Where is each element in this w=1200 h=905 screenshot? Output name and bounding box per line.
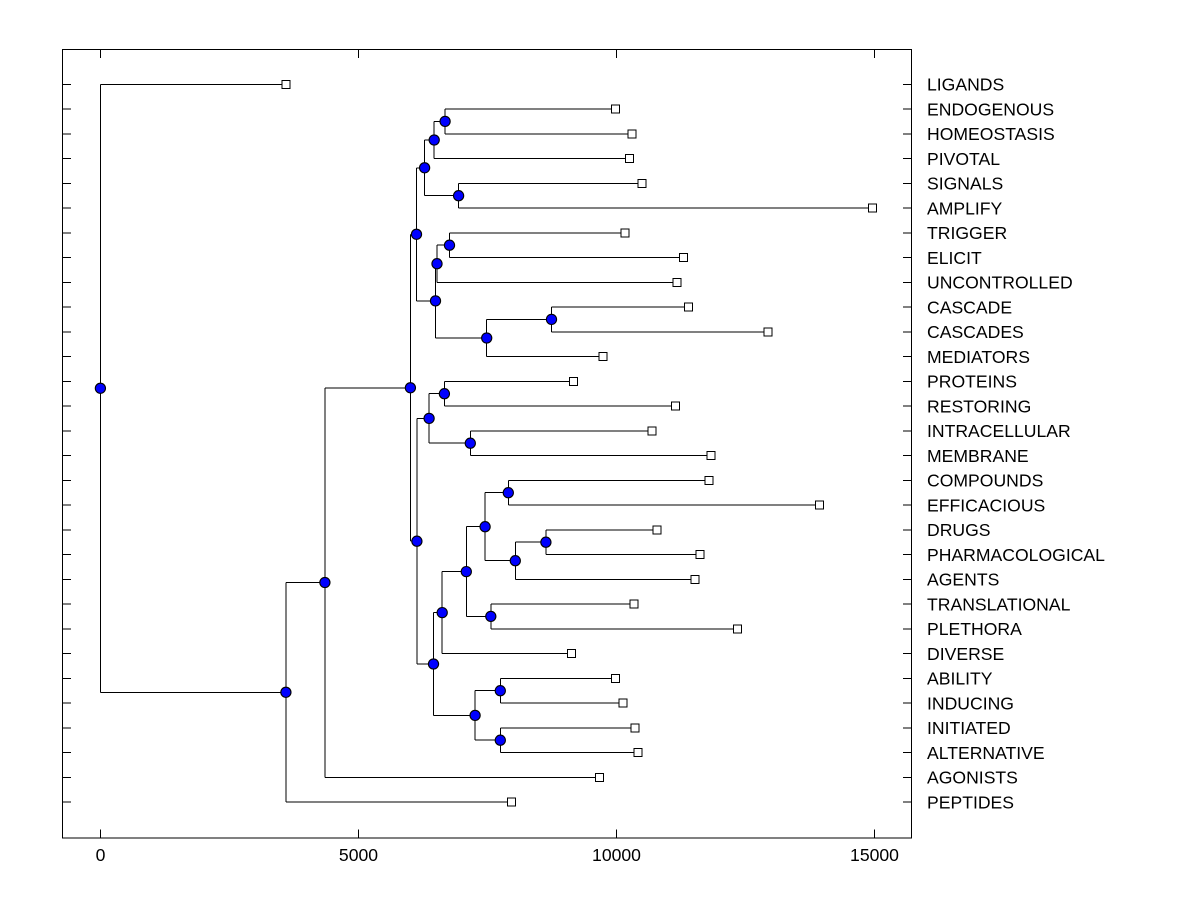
svg-text:RESTORING: RESTORING bbox=[927, 396, 1031, 416]
svg-text:DIVERSE: DIVERSE bbox=[927, 644, 1004, 664]
svg-text:ALTERNATIVE: ALTERNATIVE bbox=[927, 743, 1045, 763]
svg-text:ELICIT: ELICIT bbox=[927, 248, 982, 268]
svg-text:CASCADE: CASCADE bbox=[927, 297, 1012, 317]
svg-text:10000: 10000 bbox=[592, 845, 641, 865]
svg-text:0: 0 bbox=[96, 845, 106, 865]
svg-text:HOMEOSTASIS: HOMEOSTASIS bbox=[927, 124, 1055, 144]
svg-text:LIGANDS: LIGANDS bbox=[927, 75, 1004, 95]
svg-text:INTRACELLULAR: INTRACELLULAR bbox=[927, 421, 1071, 441]
svg-text:ENDOGENOUS: ENDOGENOUS bbox=[927, 99, 1054, 119]
svg-text:INDUCING: INDUCING bbox=[927, 693, 1014, 713]
svg-text:CASCADES: CASCADES bbox=[927, 322, 1024, 342]
svg-text:PLETHORA: PLETHORA bbox=[927, 619, 1022, 639]
svg-text:DRUGS: DRUGS bbox=[927, 520, 991, 540]
svg-text:PIVOTAL: PIVOTAL bbox=[927, 149, 1000, 169]
svg-text:INITIATED: INITIATED bbox=[927, 718, 1011, 738]
svg-text:AGENTS: AGENTS bbox=[927, 570, 999, 590]
svg-text:UNCONTROLLED: UNCONTROLLED bbox=[927, 273, 1073, 293]
svg-text:TRIGGER: TRIGGER bbox=[927, 223, 1007, 243]
svg-text:15000: 15000 bbox=[850, 845, 899, 865]
svg-text:PEPTIDES: PEPTIDES bbox=[927, 792, 1014, 812]
svg-text:SIGNALS: SIGNALS bbox=[927, 174, 1003, 194]
svg-text:5000: 5000 bbox=[339, 845, 378, 865]
svg-text:ABILITY: ABILITY bbox=[927, 669, 993, 689]
svg-text:AGONISTS: AGONISTS bbox=[927, 768, 1018, 788]
svg-text:PHARMACOLOGICAL: PHARMACOLOGICAL bbox=[927, 545, 1105, 565]
svg-text:MEDIATORS: MEDIATORS bbox=[927, 347, 1030, 367]
svg-text:AMPLIFY: AMPLIFY bbox=[927, 198, 1003, 218]
svg-text:COMPOUNDS: COMPOUNDS bbox=[927, 471, 1043, 491]
svg-text:TRANSLATIONAL: TRANSLATIONAL bbox=[927, 594, 1071, 614]
svg-text:PROTEINS: PROTEINS bbox=[927, 372, 1017, 392]
svg-text:EFFICACIOUS: EFFICACIOUS bbox=[927, 495, 1045, 515]
svg-text:MEMBRANE: MEMBRANE bbox=[927, 446, 1029, 466]
